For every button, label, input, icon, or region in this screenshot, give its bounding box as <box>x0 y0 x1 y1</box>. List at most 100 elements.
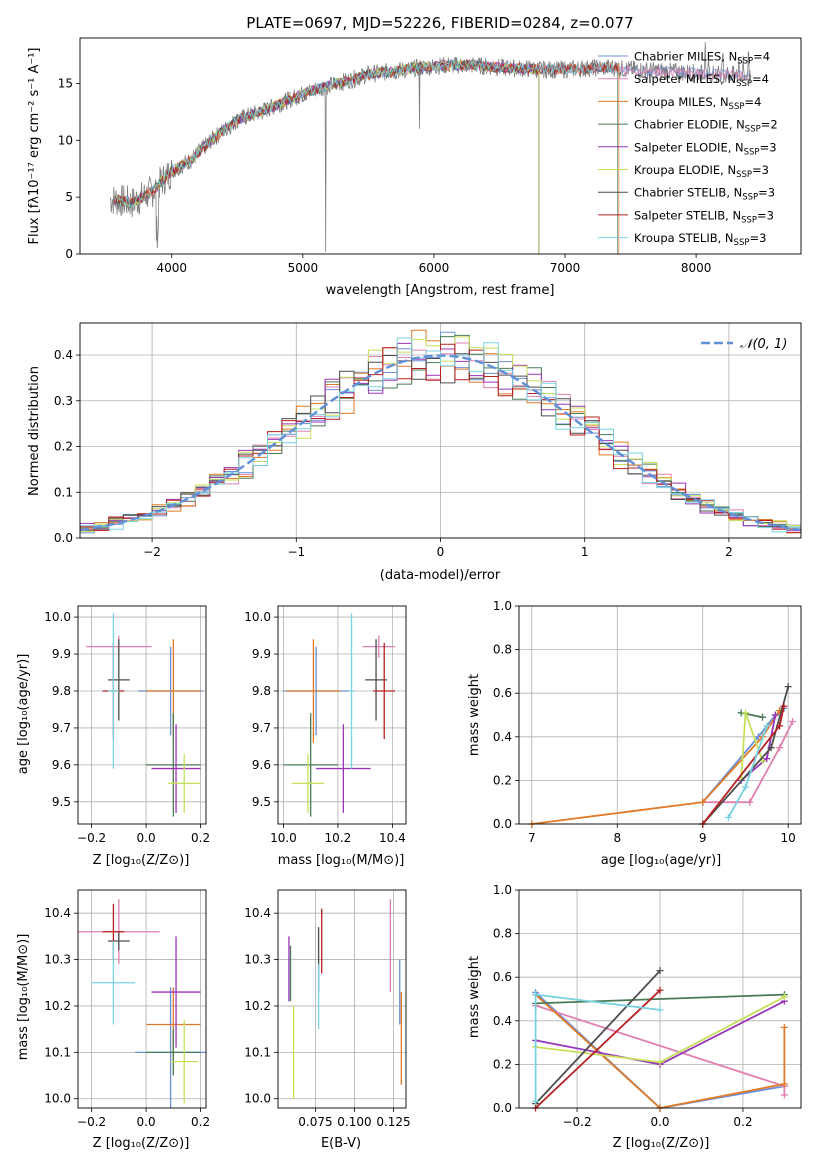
legend-sub: SSP <box>734 238 750 248</box>
z-massweight-frame <box>518 889 802 1109</box>
age-massweight-marker-salpeter-stelib <box>780 702 788 710</box>
mass-age-errorbar-salpeter-elodie <box>316 724 371 813</box>
z-age-ytick-label: 9.9 <box>52 647 71 661</box>
legend-nssp: =4 <box>753 50 770 64</box>
age-massweight-panel: 7 8 9 10 0.0 0.2 0.4 0.6 0.8 1.0 <box>493 599 802 845</box>
age-massweight-xtick-label: 9 <box>699 831 707 845</box>
z-age-xtick-label: 0.2 <box>191 831 210 845</box>
spectrum-xtick-label: 4000 <box>156 261 187 275</box>
z-massweight-ytick-label: 0.0 <box>493 1101 512 1115</box>
gaussian-legend-label: 𝒩(0, 1) <box>740 337 787 352</box>
z-mass-frame <box>77 889 207 1109</box>
ebv-mass-ytick-label: 10.4 <box>244 906 271 920</box>
mass-age-xtick-label: 10.2 <box>325 831 352 845</box>
age-massweight-line-salpeter-miles <box>702 721 794 804</box>
legend-nssp: =3 <box>758 186 775 200</box>
mass-age-xlabel: mass [log₁₀(M/M⊙)] <box>278 853 405 868</box>
age-massweight-marker-salpeter-elodie <box>763 755 771 763</box>
gaussian-curve <box>79 354 802 532</box>
z-massweight-panel: −0.2 0.0 0.2 0.0 0.2 0.4 0.6 0.8 1.0 <box>493 883 802 1129</box>
z-massweight-xlabel: Z [log₁₀(Z/Z⊙)] <box>613 1136 710 1151</box>
age-massweight-marker-chabrier-stelib <box>784 683 792 691</box>
z-age-ytick-label: 10.0 <box>44 610 71 624</box>
z-age-xlabel: Z [log₁₀(Z/Z⊙)] <box>93 853 190 868</box>
histogram-xlabel: (data-model)/error <box>380 568 501 583</box>
mass-age-xtick-label: 10.0 <box>270 831 297 845</box>
age-massweight-marker-salpeter-miles <box>776 744 784 752</box>
z-mass-grid <box>78 890 206 1108</box>
legend-sub: SSP <box>736 79 752 89</box>
legend-nssp: =3 <box>752 163 769 177</box>
z-age-ytick-label: 9.7 <box>52 721 71 735</box>
legend-label-kroupa-stelib: Kroupa STELIB, NSSP=3 <box>634 231 766 248</box>
legend-nssp: =3 <box>749 231 766 245</box>
age-massweight-ytick-label: 0.4 <box>493 730 512 744</box>
histogram-xtick-label: 0 <box>437 545 445 559</box>
age-massweight-marker-salpeter-elodie <box>771 711 779 719</box>
z-massweight-xtick-label: 0.0 <box>650 1115 669 1129</box>
age-massweight-ytick-label: 0.2 <box>493 773 512 787</box>
age-massweight-marker-kroupa-stelib <box>724 813 732 821</box>
model-spectrum-kroupa-elodie <box>113 59 540 254</box>
age-massweight-marker-kroupa-miles <box>699 798 707 806</box>
legend-sub: SSP <box>742 193 758 203</box>
mass-age-errorbar-kroupa-miles <box>286 639 341 743</box>
age-massweight-ytick-label: 0.6 <box>493 686 512 700</box>
z-mass-ytick-label: 10.3 <box>44 953 71 967</box>
age-massweight-marker-salpeter-miles <box>746 798 754 806</box>
z-age-ytick-label: 9.6 <box>52 758 71 772</box>
histogram-ytick-label: 0.1 <box>54 485 73 499</box>
spectrum-ylabel: Flux [fλ10⁻¹⁷ erg cm⁻² s⁻¹ A⁻¹] <box>27 48 42 245</box>
ebv-mass-xlabel: E(B-V) <box>321 1136 361 1151</box>
z-mass-ytick-label: 10.4 <box>44 906 71 920</box>
legend-label-chabrier-miles: Chabrier MILES, NSSP=4 <box>634 50 770 67</box>
age-massweight-xtick-label: 8 <box>613 831 621 845</box>
ebv-mass-ytick-label: 10.0 <box>244 1092 271 1106</box>
z-mass-errorbar-salpeter-elodie <box>151 936 201 1048</box>
z-massweight-marker-kroupa-miles <box>780 1023 788 1031</box>
legend-label-salpeter-miles: Salpeter MILES, NSSP=4 <box>634 72 769 89</box>
mass-age-frame <box>277 605 407 825</box>
spectrum-ytick-label: 10 <box>58 133 73 147</box>
histogram-frame <box>79 322 802 539</box>
ebv-mass-xtick-label: 0.125 <box>376 1115 410 1129</box>
spectrum-xtick-label: 5000 <box>288 261 319 275</box>
spectrum-xtick-label: 6000 <box>419 261 450 275</box>
z-massweight-ytick-label: 0.4 <box>493 1014 512 1028</box>
ebv-mass-xtick-label: 0.100 <box>337 1115 371 1129</box>
age-massweight-marker-chabrier-elodie <box>759 713 767 721</box>
ebv-mass-xtick-label: 0.075 <box>298 1115 332 1129</box>
z-massweight-line-chabrier-elodie <box>535 993 785 1005</box>
z-massweight-marker-kroupa-stelib <box>532 991 540 999</box>
z-age-errorbar-kroupa-stelib <box>107 613 119 769</box>
legend-label-salpeter-elodie: Salpeter ELODIE, NSSP=3 <box>634 140 777 157</box>
model-spectrum-kroupa-stelib <box>113 59 618 254</box>
mass-age-errorbar-salpeter-miles <box>362 635 396 658</box>
model-spectrum-salpeter-stelib <box>113 60 618 254</box>
mass-age-ytick-label: 9.8 <box>252 684 271 698</box>
histogram-ytick-label: 0.0 <box>54 531 73 545</box>
ebv-mass-ytick-label: 10.2 <box>244 999 271 1013</box>
age-massweight-ylabel: mass weight <box>467 674 482 756</box>
ebv-mass-panel: 0.075 0.100 0.125 10.0 10.1 10.2 10.3 10.4 <box>244 889 411 1129</box>
mass-age-ytick-label: 10.0 <box>244 610 271 624</box>
z-age-errorbar-kroupa-elodie <box>167 753 201 813</box>
histogram-xtick-label: 1 <box>581 545 589 559</box>
age-massweight-line-kroupa-miles <box>531 710 781 825</box>
histogram-step-kroupa-stelib <box>80 337 801 533</box>
age-massweight-marker-salpeter-stelib <box>776 722 784 730</box>
age-massweight-marker-kroupa-stelib <box>741 783 749 791</box>
spectrum-xlabel: wavelength [Angstrom, rest frame] <box>326 283 555 298</box>
z-massweight-ytick-label: 1.0 <box>493 883 512 897</box>
mass-age-xtick-label: 10.4 <box>379 831 406 845</box>
z-mass-xtick-label: −0.2 <box>77 1115 106 1129</box>
spectrum-ytick-label: 15 <box>58 76 73 90</box>
z-massweight-ytick-label: 0.8 <box>493 927 512 941</box>
mass-age-errorbar-salpeter-stelib <box>373 642 396 740</box>
z-age-xtick-label: 0.0 <box>137 831 156 845</box>
age-massweight-marker-chabrier-stelib <box>767 744 775 752</box>
ebv-mass-frame <box>277 889 407 1109</box>
z-mass-ytick-label: 10.2 <box>44 999 71 1013</box>
legend-label-kroupa-elodie: Kroupa ELODIE, NSSP=3 <box>634 163 769 180</box>
